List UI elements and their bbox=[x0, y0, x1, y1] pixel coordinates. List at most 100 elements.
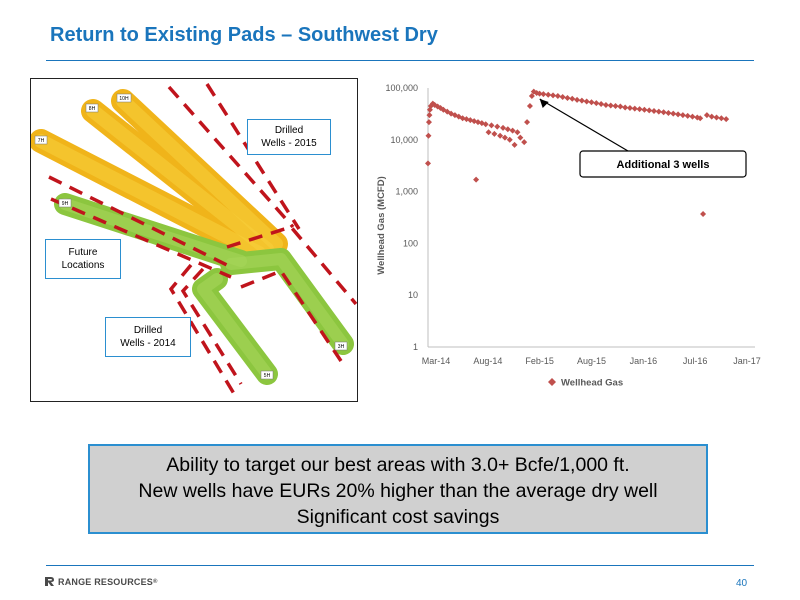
annotation-box bbox=[579, 150, 747, 178]
data-point bbox=[485, 129, 492, 136]
key-points-banner: Ability to target our best areas with 3.… bbox=[88, 444, 708, 534]
data-point bbox=[697, 115, 704, 122]
data-point bbox=[550, 92, 557, 99]
data-point bbox=[559, 94, 566, 101]
wells-2014-group bbox=[54, 193, 354, 385]
data-point bbox=[473, 176, 480, 183]
data-point bbox=[459, 115, 466, 122]
data-point bbox=[506, 136, 513, 143]
data-point bbox=[583, 98, 590, 105]
data-point bbox=[675, 111, 682, 118]
data-point bbox=[723, 116, 730, 123]
legend-label: Wellhead Gas bbox=[561, 378, 623, 389]
data-point bbox=[497, 132, 504, 139]
data-point bbox=[533, 90, 540, 97]
well-tag-7h: 7H bbox=[38, 138, 45, 144]
data-point bbox=[517, 134, 524, 141]
callout-future-line2: Locations bbox=[61, 260, 105, 271]
legend-marker bbox=[548, 378, 556, 386]
future-locations-group bbox=[48, 83, 357, 398]
data-point bbox=[641, 106, 648, 113]
data-point bbox=[670, 110, 677, 117]
data-point bbox=[708, 113, 715, 120]
data-point bbox=[622, 104, 629, 111]
callout-drilled-2015-line2: Wells - 2015 bbox=[261, 138, 317, 149]
data-point bbox=[679, 112, 686, 119]
data-point bbox=[665, 109, 672, 116]
data-point bbox=[455, 113, 462, 120]
callout-drilled-2014-line1: Drilled bbox=[133, 325, 163, 336]
logo-registered-mark: ® bbox=[153, 578, 158, 585]
data-point bbox=[440, 106, 447, 113]
x-tick-label: Feb-15 bbox=[525, 356, 554, 366]
callout-drilled-2015: Drilled Wells - 2015 bbox=[247, 119, 331, 155]
well-tag-5h: 5H bbox=[264, 373, 271, 379]
data-point bbox=[569, 95, 576, 102]
data-point bbox=[488, 122, 495, 129]
data-point bbox=[540, 91, 547, 98]
data-point bbox=[545, 91, 552, 98]
data-point bbox=[598, 101, 605, 108]
data-point bbox=[574, 96, 581, 103]
y-tick-label: 100 bbox=[403, 238, 418, 248]
data-point bbox=[660, 109, 667, 116]
annotation-arrow-line bbox=[539, 98, 629, 152]
data-point bbox=[564, 95, 571, 102]
y-tick-label: 1,000 bbox=[395, 187, 418, 197]
data-point bbox=[713, 114, 720, 121]
slide-title: Return to Existing Pads – Southwest Dry bbox=[50, 24, 438, 46]
future-lateral-6 bbox=[240, 268, 343, 362]
data-point bbox=[514, 129, 521, 136]
annotation-text: Additional 3 wells bbox=[617, 159, 710, 171]
y-tick-label: 1 bbox=[413, 342, 418, 352]
annotation-arrowhead bbox=[539, 99, 549, 109]
x-tick-label: Mar-14 bbox=[422, 356, 451, 366]
data-point bbox=[444, 108, 451, 115]
data-point bbox=[646, 107, 653, 114]
data-point bbox=[425, 119, 432, 126]
data-point bbox=[504, 126, 511, 133]
data-point bbox=[425, 132, 432, 139]
y-tick-label: 100,000 bbox=[385, 83, 418, 93]
data-point bbox=[651, 107, 658, 114]
x-tick-label: Aug-14 bbox=[473, 356, 502, 366]
callout-future-locations: Future Locations bbox=[45, 239, 121, 279]
future-lateral-3 bbox=[48, 175, 232, 269]
chart-svg: 1 10 100 1,000 10,000 100,000 Mar-14 Aug-14 Feb-… bbox=[376, 83, 761, 389]
data-point bbox=[500, 124, 507, 131]
data-point bbox=[612, 102, 619, 109]
data-point bbox=[607, 102, 614, 109]
well-tag-9h: 9H bbox=[62, 201, 69, 207]
data-point bbox=[636, 106, 643, 113]
data-point bbox=[617, 103, 624, 110]
data-point bbox=[425, 160, 431, 167]
logo-text: RANGE RESOURCES bbox=[58, 576, 154, 587]
x-tick-label: Jan-16 bbox=[630, 356, 658, 366]
company-logo: RANGE RESOURCES ® bbox=[44, 576, 158, 587]
banner-line-3: Significant cost savings bbox=[296, 506, 500, 528]
data-point bbox=[684, 112, 691, 119]
data-point bbox=[494, 123, 501, 130]
y-tick-label: 10 bbox=[408, 290, 418, 300]
data-point bbox=[554, 93, 561, 100]
data-point bbox=[426, 112, 433, 119]
data-point bbox=[718, 115, 725, 122]
well-tag-8h: 8H bbox=[89, 106, 96, 112]
banner-line-1: Ability to target our best areas with 3.… bbox=[166, 454, 630, 476]
data-point bbox=[482, 121, 489, 128]
well-tags: 10H 8H 7H 9H 3H 5H bbox=[34, 93, 348, 380]
wellhead-gas-chart: 1 10 100 1,000 10,000 100,000 Mar-14 Aug-14 Feb-… bbox=[370, 75, 770, 395]
data-point bbox=[602, 101, 609, 108]
well-pad-map-graphic: 10H 8H 7H 9H 3H 5H bbox=[31, 83, 357, 398]
data-point bbox=[593, 100, 600, 107]
callout-drilled-2015-line1: Drilled bbox=[274, 125, 304, 136]
y-axis-label: Wellhead Gas (MCFD) bbox=[376, 176, 387, 275]
title-divider bbox=[46, 60, 754, 61]
future-lateral-8 bbox=[168, 263, 238, 398]
data-point bbox=[578, 97, 585, 104]
data-point bbox=[429, 100, 436, 107]
data-point bbox=[521, 139, 528, 146]
data-point bbox=[703, 112, 710, 119]
data-point bbox=[528, 93, 535, 100]
y-tick-label: 10,000 bbox=[390, 135, 418, 145]
